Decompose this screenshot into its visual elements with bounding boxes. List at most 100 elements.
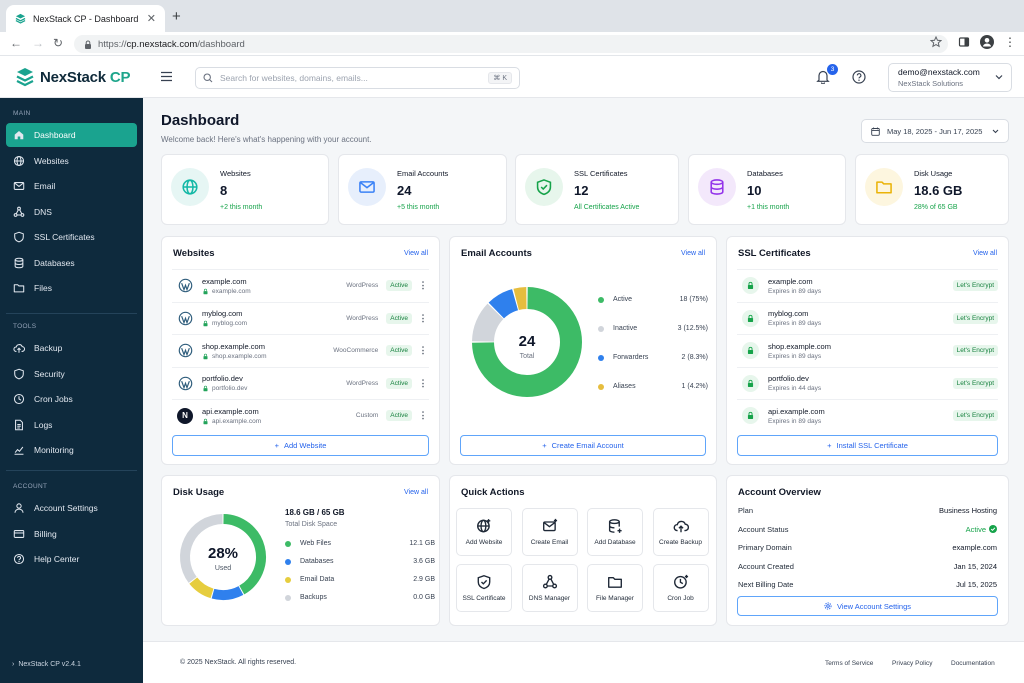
profile-avatar-icon[interactable] [980,35,994,49]
browser-tab[interactable]: NexStack CP - Dashboard ✕ [6,5,165,32]
sidebar-item-logs[interactable]: Logs [6,413,137,437]
ssl-expiry: Expires in 89 days [768,320,822,327]
website-row[interactable]: portfolio.dev portfolio.dev WordPress Ac… [172,366,429,399]
website-name[interactable]: shop.example.com [202,341,265,351]
bookmark-star-icon[interactable] [930,36,942,48]
website-row[interactable]: myblog.com myblog.com WordPress Active ⋮ [172,301,429,334]
sidebar-item-monitoring[interactable]: Monitoring [6,438,137,462]
view-account-settings-button[interactable]: View Account Settings [737,596,998,616]
ssl-row[interactable]: example.com Expires in 89 days Let's Enc… [737,269,998,301]
website-row[interactable]: shop.example.com shop.example.com WooCom… [172,334,429,366]
website-type: WordPress [346,379,379,387]
notifications-bell-icon[interactable] [816,69,830,84]
donut-segment-web-files[interactable] [223,514,266,595]
sidebar-item-databases[interactable]: Databases [6,251,137,275]
sidebar-item-billing[interactable]: Billing [6,522,137,546]
install-ssl-certificate-button[interactable]: + Install SSL Certificate [737,435,998,456]
stat-card-databases[interactable]: Databases 10 +1 this month [688,154,846,225]
sidebar-item-email[interactable]: Email [6,174,137,198]
more-options-icon[interactable]: ⋮ [418,312,428,323]
donut-segment-inactive[interactable] [472,303,504,343]
url-text: https://cp.nexstack.com/dashboard [98,38,245,50]
overview-value: Active [965,524,986,534]
more-options-icon[interactable]: ⋮ [418,377,428,388]
sidebar-item-dashboard[interactable]: Dashboard [6,123,137,147]
more-options-icon[interactable]: ⋮ [418,410,428,420]
website-type: WooCommerce [333,347,379,354]
footer-link-terms[interactable]: Terms of Service [825,660,874,667]
quick-action-add-website[interactable]: Add Website [456,508,512,556]
sidebar-item-help-center[interactable]: Help Center [6,547,137,571]
website-name[interactable]: example.com [202,276,247,286]
quick-action-cron-job[interactable]: Cron Job [652,564,709,612]
help-circle-icon [13,553,25,565]
donut-segment-forwarders[interactable] [488,289,519,319]
ssl-row[interactable]: myblog.com Expires in 89 days Let's Encr… [737,301,998,334]
quick-action-ssl-certificate[interactable]: SSL Certificate [456,564,512,612]
stat-card-websites[interactable]: Websites 8 +2 this month [161,154,329,225]
quick-action-file-manager[interactable]: File Manager [587,564,643,612]
clock-icon [13,393,25,405]
website-type: Custom [355,412,379,419]
stat-card-ssl-certificates[interactable]: SSL Certificates 12 All Certificates Act… [515,154,679,225]
email-view-all-link[interactable]: View all [681,250,705,257]
forward-icon[interactable]: → [32,36,44,50]
quick-action-create-email[interactable]: Create Email [521,508,578,556]
search-input[interactable]: Search for websites, domains, emails... [220,73,368,83]
help-icon[interactable] [852,70,866,84]
donut-segment-databases[interactable] [211,585,244,600]
sidebar-item-account-settings[interactable]: Account Settings [6,496,137,520]
sidebar-item-ssl-certificates[interactable]: SSL Certificates [6,225,137,249]
stat-card-disk-usage[interactable]: Disk Usage 18.6 GB 28% of 65 GB [855,154,1009,225]
website-name[interactable]: api.example.com [202,406,259,416]
sidebar-item-cron-jobs[interactable]: Cron Jobs [6,387,137,411]
sidebar-item-security[interactable]: Security [6,362,137,386]
back-icon[interactable]: ← [10,36,22,50]
disk-view-all-link[interactable]: View all [404,489,428,496]
website-name[interactable]: myblog.com [202,309,243,318]
footer-link-documentation[interactable]: Documentation [951,660,995,667]
quick-action-add-database[interactable]: Add Database [587,508,643,556]
close-tab-icon[interactable]: ✕ [146,13,156,25]
ssl-view-all-link[interactable]: View all [973,250,997,257]
donut-segment-email-data[interactable] [189,577,214,599]
reload-icon[interactable]: ↻ [53,36,64,50]
website-row[interactable]: example.com example.com WordPress Active… [172,269,429,301]
plus-icon: + [827,441,832,450]
donut-segment-aliases[interactable] [513,287,527,311]
date-range-picker[interactable]: May 18, 2025 - Jun 17, 2025 [861,119,1009,143]
user-menu[interactable]: demo@nexstack.com NexStack Solutions [888,63,1012,92]
quick-action-dns-manager[interactable]: DNS Manager [521,564,578,612]
add-website-button[interactable]: + Add Website [172,435,429,456]
create-email-account-button[interactable]: + Create Email Account [460,435,706,456]
hamburger-menu-icon[interactable] [160,71,173,82]
donut-segment-active[interactable] [472,287,582,397]
website-row[interactable]: N api.example.com api.example.com Custom… [172,399,429,431]
quick-action-create-backup[interactable]: Create Backup [652,508,709,556]
sidebar-item-files[interactable]: Files [6,276,137,300]
sidebar-item-websites[interactable]: Websites [6,149,137,173]
more-options-icon[interactable]: ⋮ [418,345,428,355]
stat-card-email-accounts[interactable]: Email Accounts 24 +5 this month [338,154,507,225]
sidebar-item-label: Dashboard [34,130,76,140]
new-tab-icon[interactable]: + [172,8,181,25]
website-name[interactable]: portfolio.dev [202,374,243,383]
ssl-row[interactable]: portfolio.dev Expires in 44 days Let's E… [737,366,998,399]
websites-view-all-link[interactable]: View all [404,250,428,257]
more-options-icon[interactable]: ⋮ [418,280,428,290]
footer-link-privacy[interactable]: Privacy Policy [892,660,933,667]
disk-legend-item: Databases 3.6 GB [285,558,435,565]
browser-menu-icon[interactable]: ⋮ [1004,35,1016,49]
logo[interactable]: NexStack CP [16,67,131,87]
sidepanel-icon[interactable] [958,36,970,48]
ssl-domain: example.com [768,276,813,286]
address-bar[interactable]: https://cp.nexstack.com/dashboard [74,35,948,53]
search-box[interactable]: Search for websites, domains, emails... … [195,67,520,89]
sidebar-item-dns[interactable]: DNS [6,200,137,224]
ssl-row[interactable]: shop.example.com Expires in 89 days Let'… [737,334,998,366]
sidebar-item-backup[interactable]: Backup [6,336,137,360]
chart-line-icon [13,444,25,456]
ssl-row[interactable]: api.example.com Expires in 89 days Let's… [737,399,998,431]
donut-segment-free[interactable] [180,514,223,583]
legend-value: 18 (75%) [679,296,708,303]
